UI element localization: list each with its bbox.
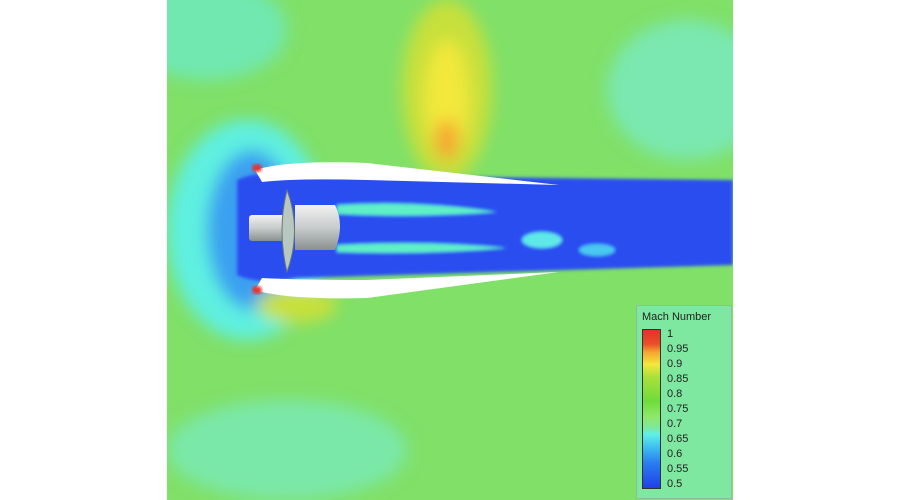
wake-streak-1 xyxy=(337,203,497,216)
legend-tick: 0.95 xyxy=(667,343,689,355)
legend-tick: 0.5 xyxy=(667,478,683,490)
nacelle-upper-lip xyxy=(255,162,559,185)
nacelle-lower-lip xyxy=(255,272,559,299)
engine-fan xyxy=(281,188,295,274)
legend-tick: 0.65 xyxy=(667,433,689,445)
legend-tick: 0.55 xyxy=(667,463,689,475)
lip-high-mach-lower xyxy=(252,286,262,294)
engine-core xyxy=(295,205,340,250)
mach-contour-plot xyxy=(167,0,733,500)
legend-title: Mach Number xyxy=(642,311,712,323)
legend-tick: 0.85 xyxy=(667,373,689,385)
upper-high-mach-peak xyxy=(435,120,459,160)
cyan-region-right xyxy=(607,20,733,160)
legend-tick: 0.75 xyxy=(667,403,689,415)
legend-tick: 0.8 xyxy=(667,388,683,400)
wake-streak-2 xyxy=(337,243,507,253)
upper-high-mach-core xyxy=(425,40,469,160)
wake-eddy xyxy=(579,244,615,256)
legend-tick: 0.7 xyxy=(667,418,683,430)
legend-colorbar xyxy=(642,329,661,489)
lip-high-mach-upper xyxy=(252,164,262,172)
cyan-region-bottom xyxy=(167,400,407,500)
wake-eddy xyxy=(522,232,562,248)
mach-number-legend: Mach Number 1 0.95 0.9 0.85 0.8 0.75 0.7… xyxy=(636,305,732,499)
engine-hub-nose xyxy=(249,215,289,241)
cyan-region-top-left xyxy=(167,0,287,80)
legend-tick: 0.9 xyxy=(667,358,683,370)
legend-tick: 0.6 xyxy=(667,448,683,460)
legend-tick: 1 xyxy=(667,328,674,340)
